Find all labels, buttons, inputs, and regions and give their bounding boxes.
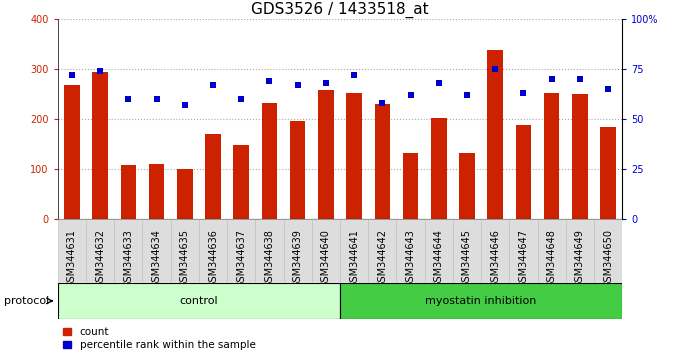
Bar	[459, 153, 475, 219]
Bar	[171, 219, 199, 283]
Text: GSM344640: GSM344640	[321, 229, 331, 288]
Text: protocol: protocol	[4, 296, 50, 306]
Bar	[572, 95, 588, 219]
Point	[207, 82, 218, 88]
Bar	[58, 283, 340, 319]
Bar	[143, 219, 171, 283]
Point	[123, 97, 134, 102]
Bar	[256, 219, 284, 283]
Text: GSM344637: GSM344637	[236, 229, 246, 288]
Bar	[594, 219, 622, 283]
Bar	[318, 91, 334, 219]
Bar	[481, 219, 509, 283]
Text: GSM344641: GSM344641	[349, 229, 359, 288]
Text: GSM344634: GSM344634	[152, 229, 162, 288]
Bar	[233, 145, 249, 219]
Bar	[177, 170, 192, 219]
Point	[462, 93, 473, 98]
Point	[349, 73, 360, 78]
Text: GSM344632: GSM344632	[95, 229, 105, 288]
Bar	[369, 219, 396, 283]
Text: GSM344649: GSM344649	[575, 229, 585, 288]
Bar	[488, 51, 503, 219]
Text: GSM344633: GSM344633	[123, 229, 133, 288]
Bar	[375, 104, 390, 219]
Bar	[340, 219, 369, 283]
Bar	[453, 219, 481, 283]
Bar	[346, 93, 362, 219]
Text: GSM344636: GSM344636	[208, 229, 218, 288]
Point	[320, 81, 331, 86]
Text: GSM344639: GSM344639	[292, 229, 303, 288]
Bar	[515, 125, 531, 219]
Bar	[509, 219, 538, 283]
Point	[95, 69, 105, 74]
Text: GSM344650: GSM344650	[603, 229, 613, 288]
Title: GDS3526 / 1433518_at: GDS3526 / 1433518_at	[251, 2, 429, 18]
Point	[546, 77, 557, 82]
Text: GSM344648: GSM344648	[547, 229, 557, 288]
Point	[575, 77, 585, 82]
Point	[377, 101, 388, 106]
Text: GSM344646: GSM344646	[490, 229, 500, 288]
Text: GSM344645: GSM344645	[462, 229, 472, 288]
Bar	[199, 219, 227, 283]
Text: GSM344647: GSM344647	[518, 229, 528, 288]
Bar	[149, 165, 165, 219]
Text: GSM344643: GSM344643	[405, 229, 415, 288]
Bar	[600, 127, 616, 219]
Point	[602, 87, 613, 92]
Text: myostatin inhibition: myostatin inhibition	[426, 296, 537, 306]
Bar	[396, 219, 425, 283]
Text: control: control	[180, 296, 218, 306]
Point	[490, 67, 500, 72]
Legend: count, percentile rank within the sample: count, percentile rank within the sample	[63, 327, 256, 350]
Text: GSM344635: GSM344635	[180, 229, 190, 288]
Bar	[86, 219, 114, 283]
Bar	[64, 85, 80, 219]
Text: GSM344642: GSM344642	[377, 229, 388, 288]
Point	[292, 82, 303, 88]
Bar	[284, 219, 312, 283]
Point	[433, 81, 444, 86]
Bar	[114, 219, 143, 283]
Text: GSM344638: GSM344638	[265, 229, 275, 288]
Point	[405, 93, 416, 98]
Text: GSM344644: GSM344644	[434, 229, 444, 288]
Bar	[340, 283, 622, 319]
Point	[518, 91, 529, 96]
Bar	[312, 219, 340, 283]
Bar	[120, 165, 136, 219]
Text: GSM344631: GSM344631	[67, 229, 77, 288]
Bar	[58, 219, 86, 283]
Point	[180, 103, 190, 108]
Bar	[205, 135, 221, 219]
Bar	[566, 219, 594, 283]
Bar	[425, 219, 453, 283]
Bar	[403, 153, 418, 219]
Point	[236, 97, 247, 102]
Point	[264, 79, 275, 84]
Point	[67, 73, 78, 78]
Bar	[262, 103, 277, 219]
Bar	[544, 93, 560, 219]
Point	[151, 97, 162, 102]
Bar	[227, 219, 256, 283]
Bar	[92, 72, 108, 219]
Bar	[431, 119, 447, 219]
Bar	[290, 121, 305, 219]
Bar	[538, 219, 566, 283]
